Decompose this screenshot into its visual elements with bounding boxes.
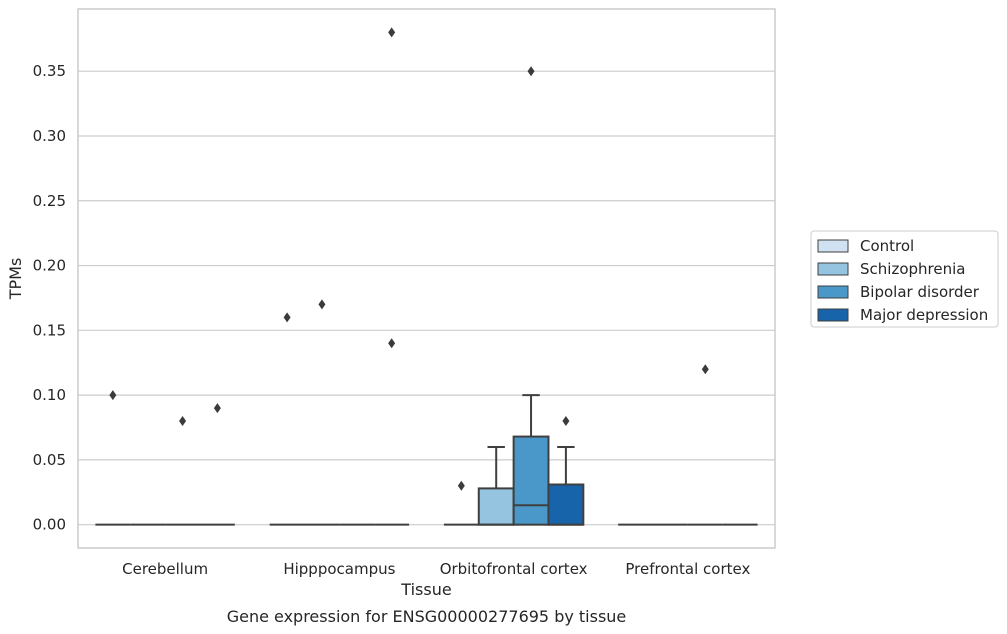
outlier-point [562,416,570,427]
outliers [109,27,709,491]
legend-swatch [817,262,849,276]
y-tick-label: 0.30 [33,127,66,145]
legend-label: Major depression [860,306,988,324]
x-tick-label: Cerebellum [122,560,208,578]
legend-frame [810,230,999,328]
box-plots [95,394,758,526]
legend-label: Schizophrenia [860,260,965,278]
x-tick-label: Orbitofrontal cortex [440,560,588,578]
x-tick-label: Hipppocampus [283,560,395,578]
legend-label: Control [860,237,914,255]
box [547,483,585,526]
grid-lines [78,70,775,526]
y-tick-label: 0.35 [33,62,66,80]
y-tick-label: 0.25 [33,192,66,210]
outlier-point [701,364,709,375]
outlier-point [213,403,221,414]
y-tick-label: 0.00 [33,516,66,534]
y-axis-ticks: 0.00 0.05 0.10 0.15 0.20 0.25 0.30 0.35 [33,62,66,533]
outlier-point [179,416,187,427]
outlier-point [527,66,535,77]
outlier-point [109,390,117,401]
legend: Control Schizophrenia Bipolar disorder Majo… [810,230,999,328]
y-axis-label: TPMs [6,258,25,301]
legend-swatch [817,285,849,299]
legend-swatch [817,308,849,322]
y-tick-label: 0.15 [33,321,66,339]
outlier-point [388,27,396,38]
outlier-point [283,312,291,323]
outlier-point [388,338,396,349]
x-axis-ticks: Cerebellum Hipppocampus Orbitofrontal cort… [122,560,750,578]
y-tick-label: 0.05 [33,451,66,469]
legend-label: Bipolar disorder [860,283,980,301]
chart-caption: Gene expression for ENSG00000277695 by t… [227,607,627,626]
y-tick-label: 0.20 [33,257,66,275]
x-axis-label: Tissue [400,580,451,599]
box [477,487,515,526]
box [512,435,550,526]
y-tick-label: 0.10 [33,386,66,404]
outlier-point [318,299,326,310]
legend-swatch [817,239,849,253]
x-tick-label: Prefrontal cortex [625,560,750,578]
legend-items: Control Schizophrenia Bipolar disorder Majo… [817,237,988,324]
outlier-point [457,480,465,491]
plot-area-frame [77,8,776,549]
